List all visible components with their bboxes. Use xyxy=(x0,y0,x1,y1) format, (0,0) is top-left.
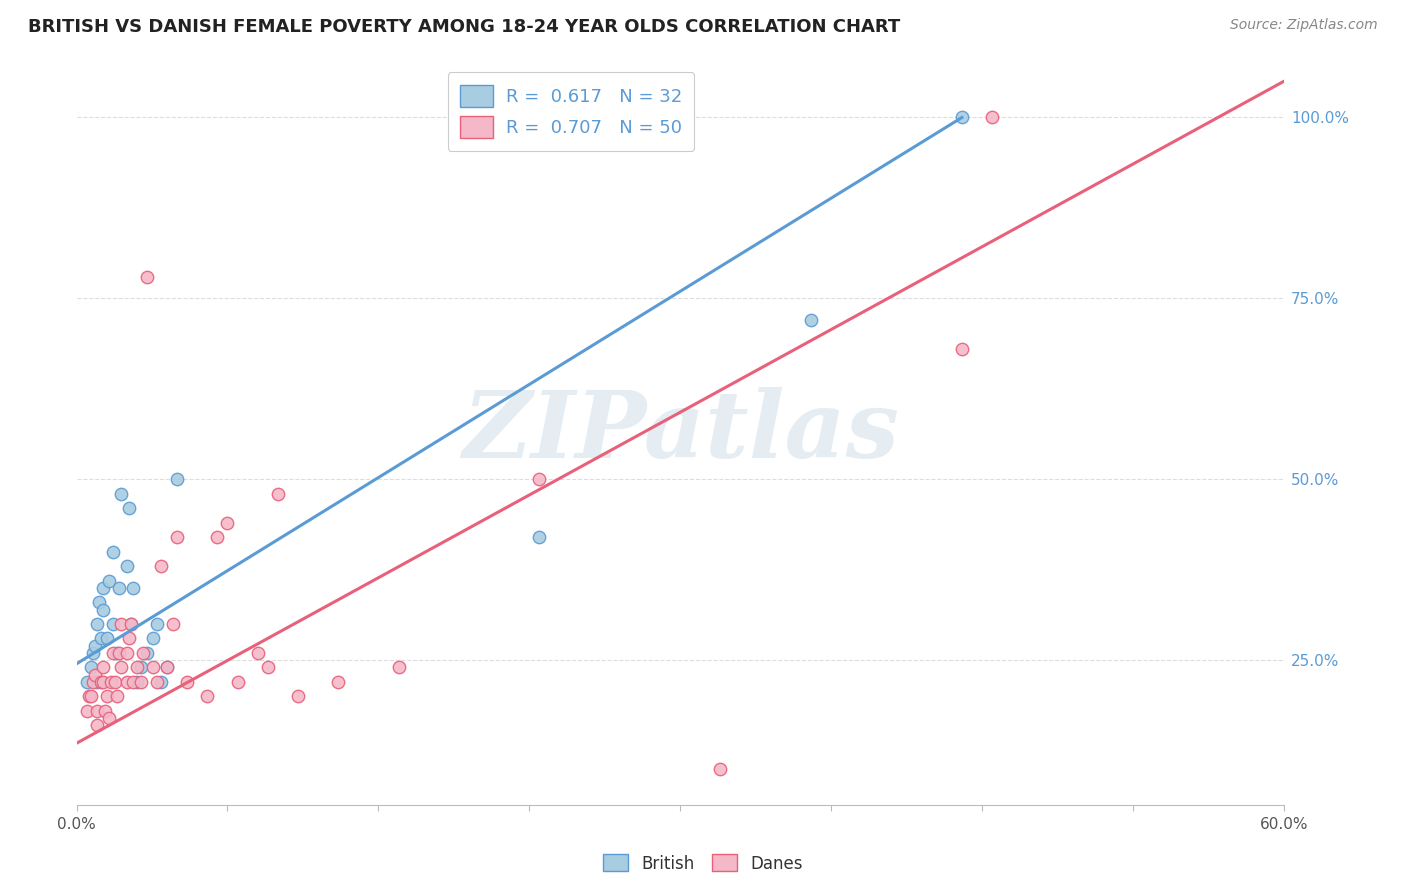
Point xyxy=(79,660,101,674)
Point xyxy=(76,704,98,718)
Point xyxy=(162,617,184,632)
Point xyxy=(115,674,138,689)
Point xyxy=(97,574,120,588)
Point xyxy=(950,342,973,356)
Point xyxy=(529,472,551,486)
Point xyxy=(129,674,152,689)
Point xyxy=(226,674,249,689)
Point xyxy=(115,559,138,574)
Point xyxy=(125,660,148,674)
Point xyxy=(142,632,165,646)
Point xyxy=(136,646,159,660)
Point xyxy=(115,646,138,660)
Point xyxy=(83,639,105,653)
Point xyxy=(101,544,124,558)
Point xyxy=(105,646,128,660)
Text: BRITISH VS DANISH FEMALE POVERTY AMONG 18-24 YEAR OLDS CORRELATION CHART: BRITISH VS DANISH FEMALE POVERTY AMONG 1… xyxy=(28,18,900,36)
Point xyxy=(97,711,120,725)
Point xyxy=(86,718,108,732)
Point xyxy=(246,646,269,660)
Point xyxy=(150,559,173,574)
Point xyxy=(101,646,124,660)
Point xyxy=(100,674,122,689)
Point xyxy=(287,690,309,704)
Point xyxy=(136,269,159,284)
Point xyxy=(110,660,132,674)
Point xyxy=(79,690,101,704)
Point xyxy=(90,632,112,646)
Point xyxy=(146,674,169,689)
Point xyxy=(90,674,112,689)
Point xyxy=(267,487,290,501)
Point xyxy=(101,617,124,632)
Text: ZIPatlas: ZIPatlas xyxy=(461,387,898,477)
Point xyxy=(91,674,114,689)
Point xyxy=(96,632,118,646)
Point xyxy=(77,690,100,704)
Point xyxy=(125,674,148,689)
Point xyxy=(709,762,731,776)
Point xyxy=(110,617,132,632)
Point xyxy=(104,674,127,689)
Point xyxy=(86,617,108,632)
Point xyxy=(110,487,132,501)
Point xyxy=(166,472,188,486)
Point xyxy=(108,581,131,595)
Point xyxy=(176,674,198,689)
Point xyxy=(156,660,179,674)
Point xyxy=(82,646,104,660)
Point xyxy=(91,602,114,616)
Point xyxy=(207,530,229,544)
Point xyxy=(529,530,551,544)
Point xyxy=(93,704,115,718)
Point xyxy=(87,595,110,609)
Point xyxy=(146,617,169,632)
Point xyxy=(981,111,1004,125)
Point xyxy=(156,660,179,674)
Point xyxy=(195,690,218,704)
Point xyxy=(82,674,104,689)
Point xyxy=(96,690,118,704)
Point xyxy=(105,690,128,704)
Point xyxy=(86,704,108,718)
Text: Source: ZipAtlas.com: Source: ZipAtlas.com xyxy=(1230,18,1378,32)
Point xyxy=(129,660,152,674)
Point xyxy=(76,674,98,689)
Point xyxy=(122,581,145,595)
Point xyxy=(91,581,114,595)
Point xyxy=(108,646,131,660)
Legend: British, Danes: British, Danes xyxy=(596,847,810,880)
Point xyxy=(120,617,142,632)
Point xyxy=(91,660,114,674)
Point xyxy=(326,674,349,689)
Point xyxy=(122,674,145,689)
Point xyxy=(118,501,141,516)
Point xyxy=(132,646,155,660)
Point xyxy=(150,674,173,689)
Point xyxy=(86,674,108,689)
Legend: R =  0.617   N = 32, R =  0.707   N = 50: R = 0.617 N = 32, R = 0.707 N = 50 xyxy=(447,72,695,151)
Point xyxy=(950,111,973,125)
Point xyxy=(142,660,165,674)
Point xyxy=(387,660,409,674)
Point xyxy=(120,617,142,632)
Point xyxy=(800,313,823,327)
Point xyxy=(166,530,188,544)
Point xyxy=(118,632,141,646)
Point xyxy=(256,660,278,674)
Point xyxy=(217,516,239,530)
Point xyxy=(83,667,105,681)
